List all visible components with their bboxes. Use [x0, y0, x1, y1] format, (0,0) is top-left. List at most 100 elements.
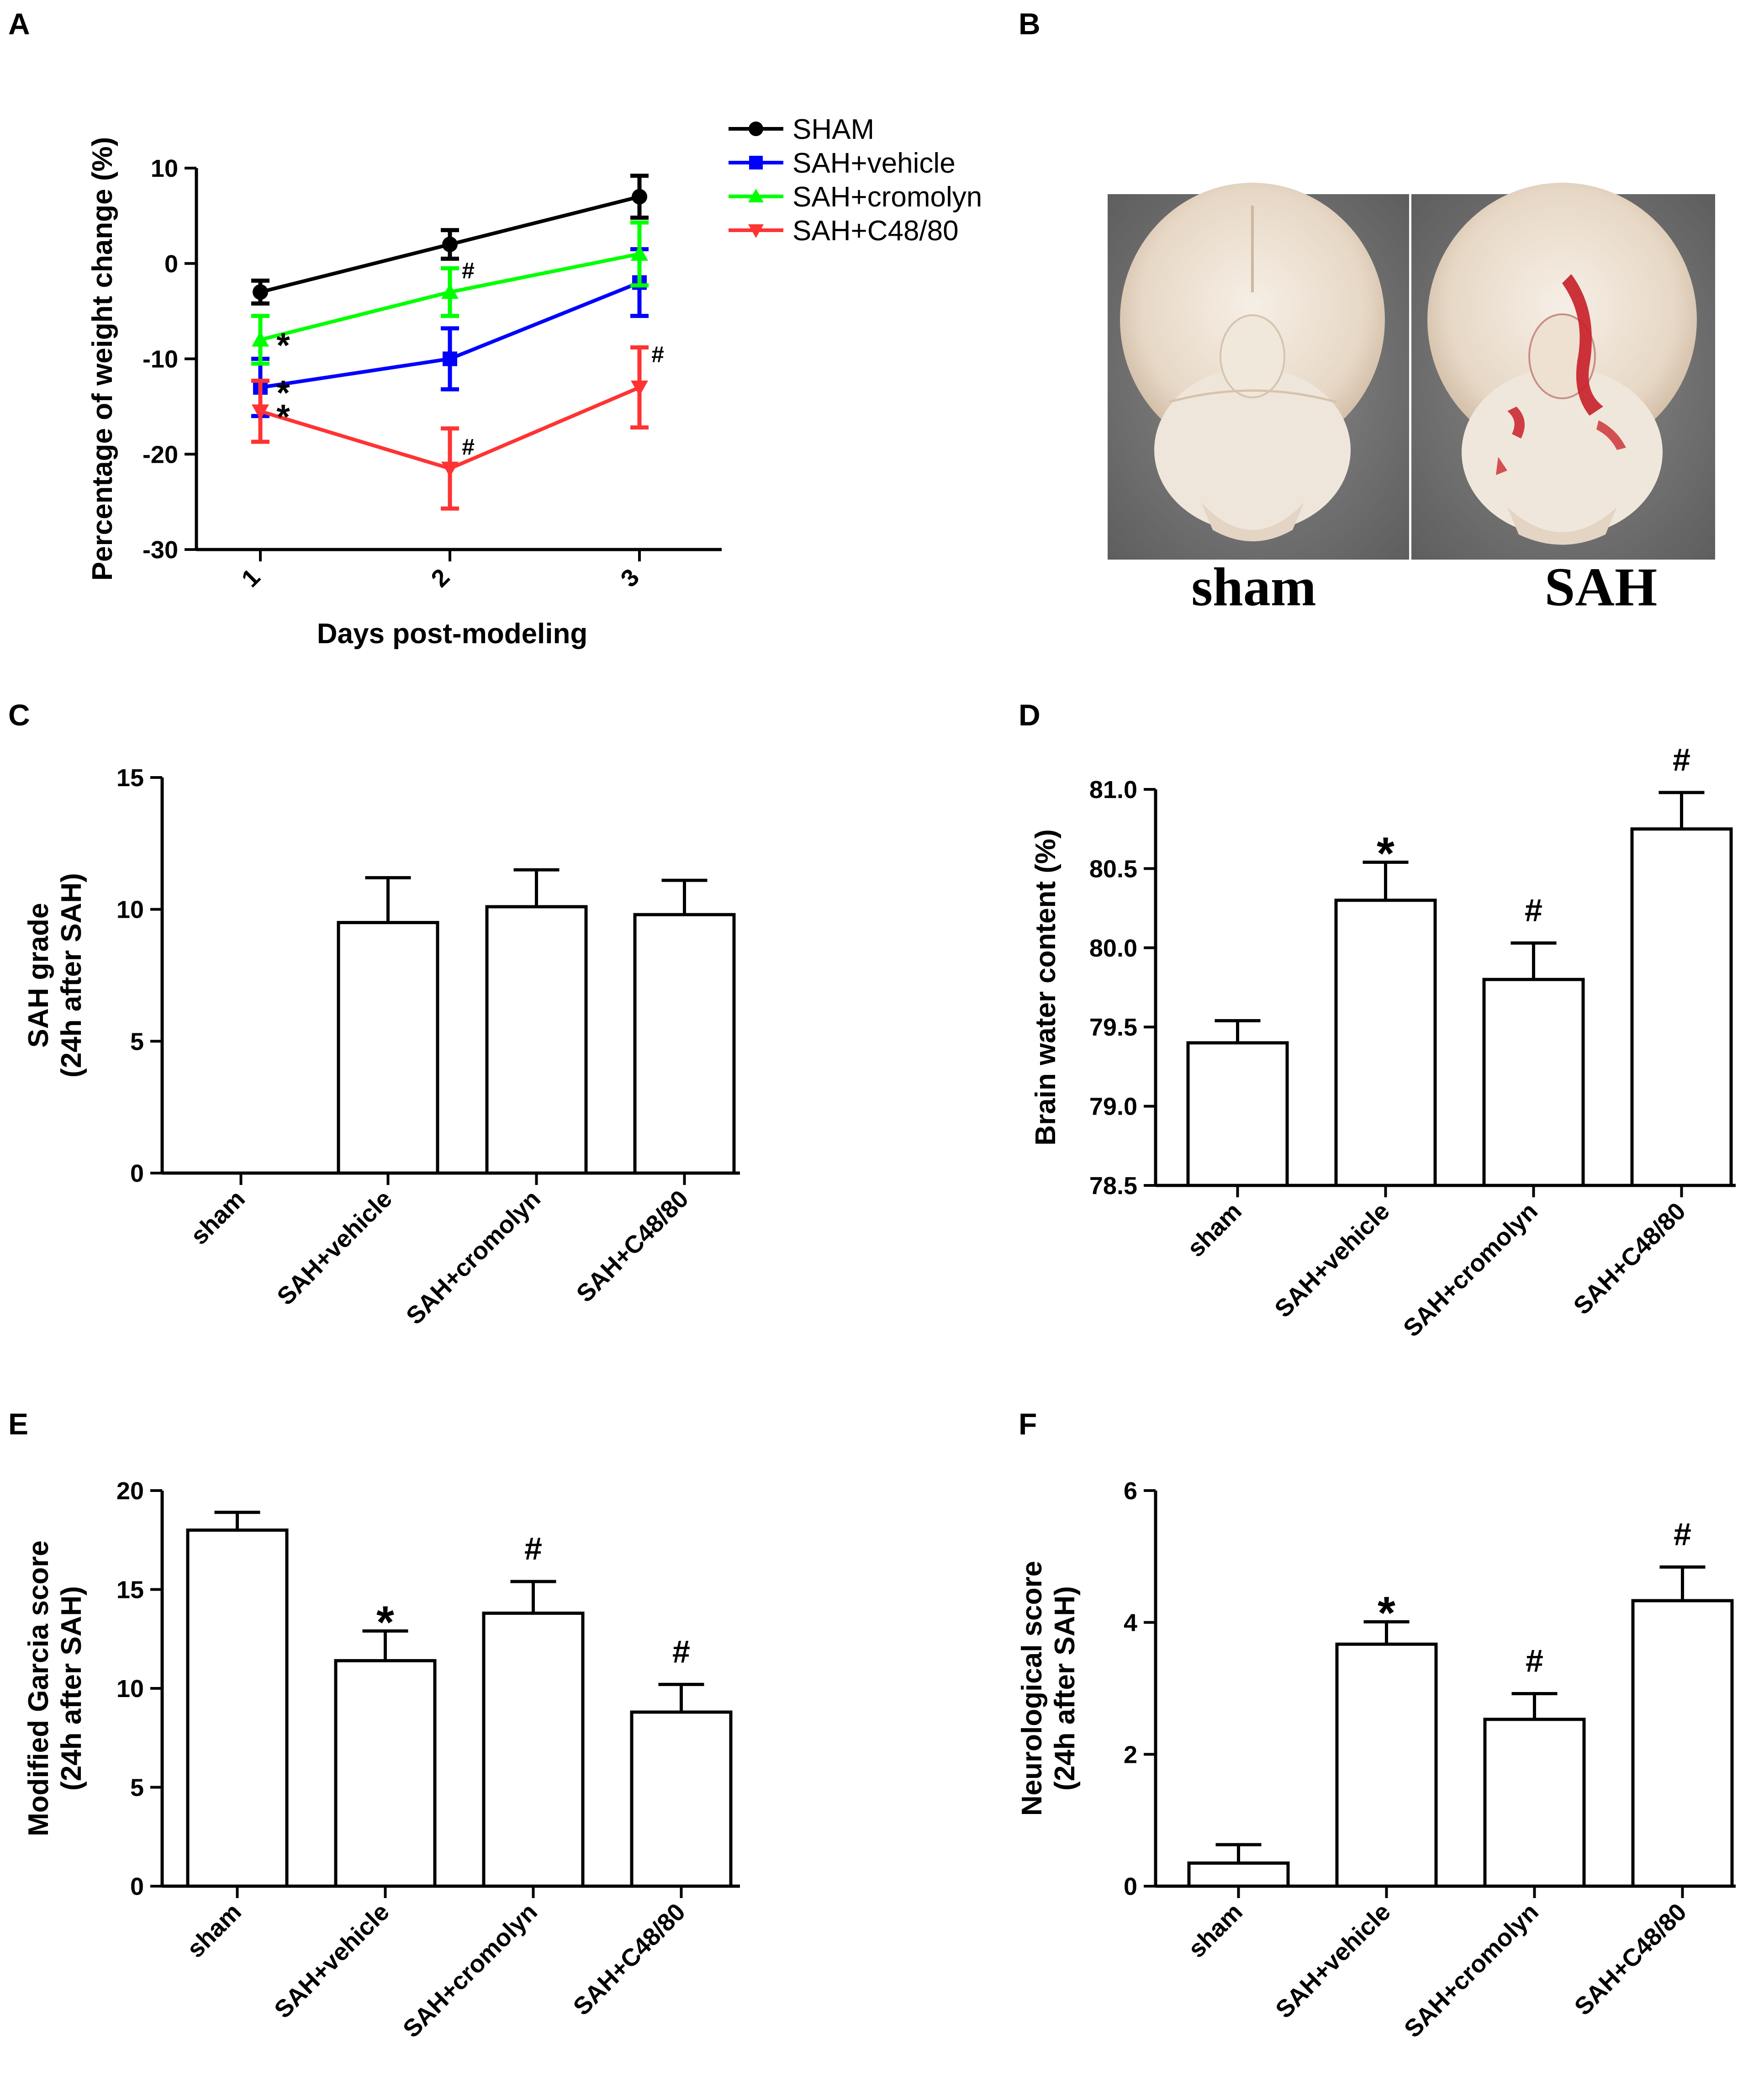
panel-d-y-tick-label: 79.5: [1089, 1014, 1137, 1041]
panel-f-y-tick-label: 2: [1124, 1741, 1137, 1768]
bar-group: #: [1483, 1643, 1586, 1888]
data-point: [441, 461, 459, 477]
panel-e: E 0 5 10 15 20 Modified Garcia score(24h after…: [8, 1407, 740, 2043]
bar-group: #: [1630, 742, 1733, 1187]
series-sah-cromolyn: *#: [251, 220, 649, 366]
significance-marker: *: [1377, 828, 1394, 879]
panel-c-y-tick-label: 5: [130, 1028, 144, 1055]
panel-e-y-axis-title: Modified Garcia score(24h after SAH): [23, 1540, 87, 1836]
panel-e-x-tick-label: sham: [182, 1898, 247, 1963]
panel-a-letter: A: [8, 7, 30, 41]
panel-c-x-tick-label: sham: [185, 1185, 250, 1250]
bar: [633, 913, 736, 1175]
panel-f-y-tick-label: 0: [1124, 1873, 1137, 1900]
sham-brain-photo: [1108, 183, 1409, 560]
legend-label: SHAM: [792, 114, 874, 145]
significance-marker: *: [276, 326, 290, 365]
panel-d-y-tick-label: 81.0: [1089, 776, 1137, 804]
bar: [485, 905, 588, 1175]
bar: [1334, 899, 1437, 1187]
panel-d-x-tick-label: SAH+C48/80: [1569, 1197, 1691, 1320]
panel-a: A 10 0 -10 -20 -30 Percentage of weight change…: [8, 7, 982, 650]
bar: [1482, 978, 1585, 1187]
panel-c: C 0 5 10 15 SAH grade(24h after SAH) sham SAH+v…: [8, 698, 740, 1330]
bar: [630, 1710, 733, 1888]
legend-label: SAH+C48/80: [792, 215, 959, 247]
data-point: [252, 331, 269, 347]
panel-d: D 78.5 79.0 79.5 80.0 80.5 81.0 Brain water con…: [1019, 698, 1736, 1342]
bar-group: [186, 1511, 289, 1888]
panel-c-y-axis-title: SAH grade(24h after SAH): [23, 873, 87, 1078]
caption-sham: sham: [1191, 556, 1316, 617]
panel-e-x-tick-label: SAH+C48/80: [568, 1898, 691, 2020]
significance-marker: #: [462, 434, 475, 460]
significance-marker: #: [651, 342, 664, 367]
panel-e-x-tick-label: SAH+cromolyn: [398, 1898, 543, 2043]
bar: [186, 1528, 289, 1888]
series-sah-c48-80: * # #: [251, 342, 664, 511]
series-sham: [251, 174, 649, 306]
significance-marker: #: [1525, 892, 1542, 928]
significance-marker: #: [1526, 1643, 1543, 1679]
data-point: [631, 245, 648, 261]
bar: [1483, 1718, 1586, 1888]
bar-group: [1187, 1843, 1290, 1888]
data-point: [443, 351, 457, 366]
panel-e-x-tick-label: SAH+vehicle: [269, 1898, 395, 2024]
panel-a-x-tick-label: 2: [426, 563, 455, 592]
bar-group: *: [1335, 1587, 1438, 1888]
panel-f-x-tick-label: sham: [1183, 1898, 1248, 1963]
panel-e-letter: E: [8, 1407, 28, 1441]
bar-group: #: [1631, 1516, 1734, 1888]
bar-group: *: [334, 1597, 437, 1888]
panel-c-x-tick-label: SAH+C48/80: [571, 1185, 694, 1307]
panel-a-y-tick-label: 0: [164, 250, 178, 278]
significance-marker: #: [1674, 1516, 1691, 1552]
bar: [1630, 827, 1733, 1187]
panel-a-y-axis-title: Percentage of weight change (%): [87, 137, 118, 581]
panel-b: B sham SAH: [1019, 7, 1715, 617]
bar: [482, 1611, 585, 1888]
bar-group: [485, 868, 588, 1175]
panel-f-y-axis-title: Neurological score(24h after SAH): [1016, 1561, 1081, 1816]
panel-c-x-tick-label: SAH+cromolyn: [401, 1185, 546, 1330]
bar-group: [633, 878, 736, 1175]
significance-marker: *: [276, 374, 290, 412]
panel-d-x-tick-label: SAH+cromolyn: [1398, 1197, 1543, 1342]
panel-f-x-tick-label: SAH+C48/80: [1569, 1898, 1692, 2020]
panel-f-x-tick-label: SAH+cromolyn: [1399, 1898, 1544, 2043]
caption-sah: SAH: [1545, 556, 1658, 617]
panel-e-y-tick-label: 0: [130, 1873, 144, 1900]
panel-c-letter: C: [8, 698, 30, 732]
panel-d-letter: D: [1019, 698, 1040, 732]
data-point: [253, 284, 268, 300]
panel-a-y-tick-label: -30: [143, 536, 178, 564]
panel-f-y-tick-label: 6: [1124, 1477, 1137, 1505]
panel-c-y-tick-label: 10: [116, 896, 144, 924]
legend-marker: [749, 122, 763, 136]
significance-marker: #: [524, 1531, 542, 1566]
panel-d-y-tick-label: 80.0: [1089, 935, 1137, 962]
significance-marker: *: [1378, 1587, 1395, 1639]
legend-label: SAH+vehicle: [792, 148, 956, 179]
bar-group: #: [482, 1531, 585, 1888]
panel-c-x-tick-label: SAH+vehicle: [272, 1185, 397, 1311]
data-point: [442, 237, 458, 252]
significance-marker: #: [462, 258, 475, 283]
bar-group: [337, 876, 439, 1175]
significance-marker: #: [1673, 742, 1690, 777]
legend-marker: [749, 156, 763, 169]
panel-d-x-tick-label: sham: [1182, 1197, 1247, 1262]
panel-letter-b: B: [1019, 7, 1040, 41]
bar-group: [1186, 1019, 1289, 1187]
significance-marker: #: [672, 1634, 690, 1669]
panel-e-y-tick-label: 20: [116, 1477, 144, 1505]
panel-d-y-tick-label: 79.0: [1089, 1093, 1137, 1121]
panel-d-x-tick-label: SAH+vehicle: [1269, 1197, 1395, 1323]
panel-f: F 0 2 4 6 Neurological score(24h after SAH) sh…: [1016, 1407, 1736, 2043]
panel-e-y-tick-label: 15: [116, 1576, 144, 1604]
panel-a-x-tick-label: 3: [615, 563, 644, 592]
data-point: [441, 283, 459, 299]
data-point: [252, 404, 269, 420]
